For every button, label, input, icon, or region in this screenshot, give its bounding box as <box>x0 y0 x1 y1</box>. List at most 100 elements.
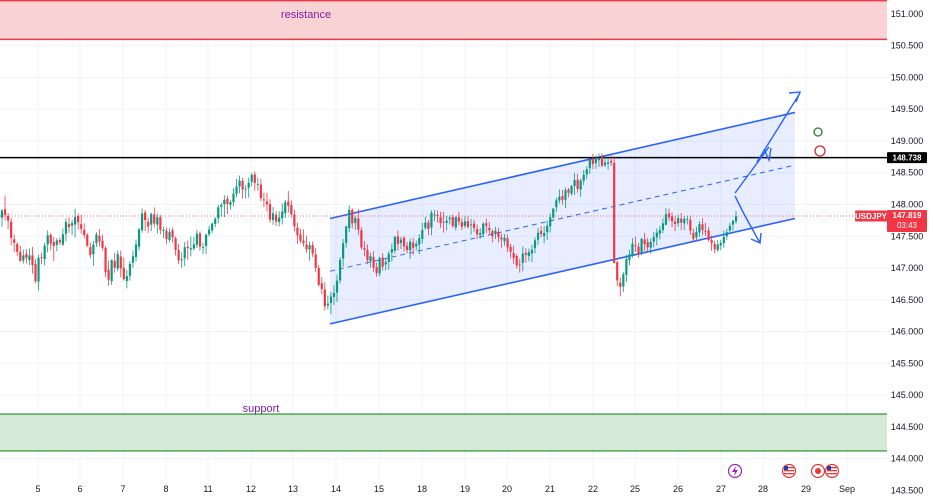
candle-body <box>180 259 183 261</box>
candle-down <box>19 245 22 262</box>
candle-body <box>649 241 652 248</box>
candle-body <box>628 254 631 261</box>
candle-down <box>323 281 326 311</box>
symbol-badge: USDJPY <box>855 210 888 222</box>
candle-up <box>220 202 223 217</box>
candle-body <box>101 240 104 248</box>
candle-body <box>543 233 546 237</box>
candle-body <box>250 174 253 182</box>
candle-body <box>128 263 132 276</box>
resistance-zone[interactable]: resistance <box>0 0 887 41</box>
candle-up <box>271 206 275 225</box>
candle-body <box>610 160 613 163</box>
candle-down <box>287 191 290 213</box>
candle-up <box>521 246 524 272</box>
candle-down <box>144 209 147 232</box>
candle-body <box>497 231 500 238</box>
candle-body <box>689 219 692 231</box>
candle-down <box>25 249 28 264</box>
red-circle-marker[interactable] <box>814 145 826 157</box>
candle-body <box>567 189 570 193</box>
candle-down <box>506 234 509 252</box>
candle-body <box>640 238 643 253</box>
event-markers[interactable] <box>727 463 840 479</box>
candle-body <box>457 217 460 222</box>
candle-down <box>363 241 366 257</box>
price-tick-label: 144.500 <box>891 422 924 432</box>
candle-body <box>92 244 95 255</box>
candle-body <box>570 186 573 194</box>
candle-body <box>616 262 619 281</box>
candle-down <box>6 212 10 229</box>
channel-upper-line[interactable] <box>329 111 796 220</box>
last-price-badge: 147.819 03:43 <box>887 209 927 232</box>
support-zone[interactable]: support <box>0 403 887 452</box>
candle-body <box>670 216 674 222</box>
us-flag-icon[interactable] <box>781 463 797 479</box>
candle-body <box>378 257 381 274</box>
channel-mid-line[interactable] <box>329 164 796 272</box>
candle-body <box>46 235 49 245</box>
price-axis[interactable] <box>887 0 933 480</box>
scenario-arrows[interactable] <box>734 91 802 245</box>
candle-body <box>445 220 448 223</box>
candle-body <box>278 217 281 223</box>
candle-up <box>168 228 171 243</box>
candle-body <box>683 218 686 224</box>
price-axis-labels: 151.000 150.500 150.000 149.500 149.000 148.5… <box>891 9 924 495</box>
green-circle-marker[interactable] <box>813 127 823 137</box>
candle-up <box>716 240 719 252</box>
candle-body <box>549 217 552 227</box>
us-flag-icon[interactable] <box>824 463 840 479</box>
candle-body <box>524 252 527 255</box>
candle-body <box>186 246 189 249</box>
candle-down <box>101 234 104 251</box>
candle-down <box>567 188 570 198</box>
candle-down <box>49 233 52 251</box>
candle-up <box>530 244 534 263</box>
candle-down <box>704 222 707 237</box>
candle-body <box>476 229 479 235</box>
candle-body <box>345 226 348 243</box>
candle-up <box>28 248 31 266</box>
candle-up <box>208 225 211 237</box>
candle-down <box>472 219 476 233</box>
candle-up <box>156 213 159 234</box>
regression-channel[interactable] <box>329 111 796 325</box>
time-tick-label: 20 <box>502 484 512 494</box>
candle-up <box>418 234 421 255</box>
candle-body <box>61 234 65 245</box>
candle-body <box>125 276 128 281</box>
channel-lower-line[interactable] <box>329 217 796 325</box>
candle-body <box>290 205 293 215</box>
candle-down <box>610 155 613 166</box>
candle-up <box>594 155 598 169</box>
candle-down <box>174 236 177 256</box>
candle-body <box>107 269 110 280</box>
time-axis[interactable] <box>0 480 887 503</box>
price-tick-label: 149.000 <box>891 136 924 146</box>
candle-down <box>171 227 174 243</box>
candle-down <box>186 240 189 260</box>
candle-body <box>293 214 296 227</box>
candle-up <box>250 173 253 187</box>
candle-body <box>710 239 713 244</box>
candle-up <box>229 200 232 210</box>
candle-down <box>613 157 616 264</box>
candle-body <box>265 201 269 205</box>
candle-body <box>140 213 144 231</box>
candle-body <box>469 224 473 226</box>
candle-body <box>354 218 357 224</box>
candle-down <box>634 236 637 252</box>
candle-up <box>223 195 226 218</box>
candle-up <box>649 238 652 254</box>
candle-body <box>177 250 180 261</box>
lightning-icon[interactable] <box>727 463 743 479</box>
candle-down <box>710 235 713 251</box>
candle-up <box>625 254 628 283</box>
time-tick-label: 6 <box>77 484 82 494</box>
candle-body <box>494 230 497 235</box>
record-icon[interactable] <box>810 463 826 479</box>
candle-body <box>211 223 214 231</box>
